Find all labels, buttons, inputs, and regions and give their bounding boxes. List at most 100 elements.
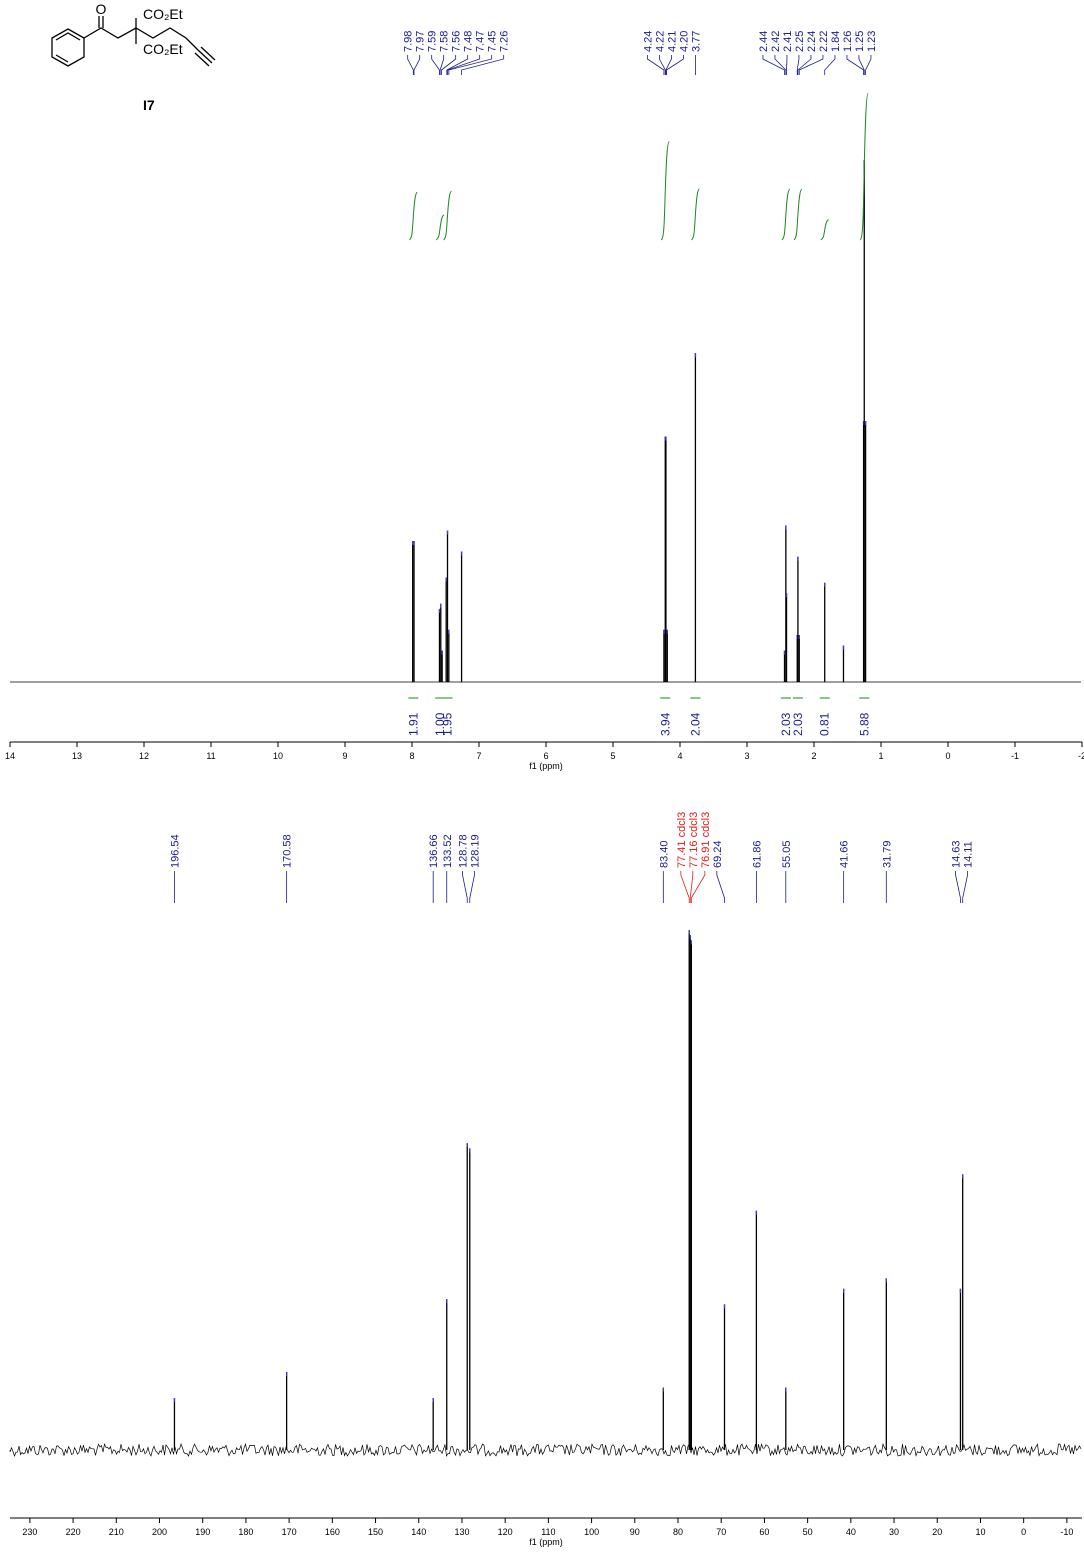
peak-label-connector <box>469 871 475 903</box>
integral-label: 2.04 <box>688 712 702 736</box>
peak-label-connector <box>461 55 505 75</box>
peak-label-connector <box>690 871 706 903</box>
integral-curve <box>781 188 791 241</box>
x-tick-label: 13 <box>72 751 82 761</box>
x-tick-label: 3 <box>744 751 749 761</box>
integral-curve <box>660 141 670 241</box>
x-tick-label: -10 <box>1060 1527 1073 1537</box>
peak-label-connector <box>796 55 800 75</box>
peak-label-connector <box>448 55 493 75</box>
alkyne-bond <box>197 49 213 64</box>
integral-curve <box>435 214 445 241</box>
peak-label-connector <box>413 55 421 75</box>
peak-label: 4.20 <box>678 31 690 52</box>
x-tick-label: 230 <box>22 1527 37 1537</box>
peak-label: 128.19 <box>470 834 482 868</box>
benzene-ring <box>51 28 85 67</box>
x-tick-label: 0 <box>1021 1527 1026 1537</box>
peak-label-connector <box>441 55 457 75</box>
peak-label-connector <box>762 55 785 75</box>
peak-label: 31.79 <box>881 840 893 868</box>
peak-label-connector <box>689 871 694 903</box>
x-tick-label: 11 <box>206 751 215 761</box>
integral-label: 1.95 <box>441 712 455 736</box>
x-tick-label: 190 <box>195 1527 210 1537</box>
peak-label: 7.56 <box>451 31 463 52</box>
peak-label-connector <box>666 55 684 75</box>
atom-label: CO₂Et <box>143 41 183 57</box>
x-axis-label: f1 (ppm) <box>529 761 563 771</box>
peak-label-connector <box>774 55 787 75</box>
x-tick-label: 110 <box>541 1527 555 1537</box>
compound-label: I7 <box>143 97 155 113</box>
peak-label-connector <box>824 55 836 75</box>
peak-label: 1.84 <box>830 31 842 52</box>
peak-label: 2.42 <box>770 31 782 52</box>
peak-label: 1.25 <box>854 31 866 52</box>
x-tick-label: 10 <box>273 751 283 761</box>
integral-curve <box>443 190 452 241</box>
peak-label: 128.78 <box>458 834 470 868</box>
x-tick-label: 14 <box>5 751 15 761</box>
integral-label: 3.94 <box>658 712 672 736</box>
ring-bond <box>55 32 81 41</box>
peak-label: 2.41 <box>782 31 794 52</box>
peak-label-connector <box>439 55 445 75</box>
peak-label: 196.54 <box>169 834 181 868</box>
alkyne-bond <box>200 46 216 61</box>
x-tick-label: 8 <box>409 751 414 761</box>
peak-label: 2.22 <box>818 31 830 52</box>
x-tick-label: 40 <box>846 1527 856 1537</box>
peak-label-connector <box>462 871 468 903</box>
integral-curve <box>408 191 418 241</box>
x-tick-label: 6 <box>543 751 548 761</box>
x-tick-label: 210 <box>109 1527 124 1537</box>
peak-label: 2.25 <box>794 31 806 52</box>
peak-label-connector <box>431 55 440 75</box>
peak-label: 7.59 <box>427 31 439 52</box>
peak-label-connector <box>447 55 481 75</box>
x-tick-label: 120 <box>498 1527 513 1537</box>
integral-label: 1.00 <box>433 712 447 736</box>
peak-label: 7.45 <box>487 31 499 52</box>
x-tick-label: 220 <box>66 1527 81 1537</box>
peak-label: 1.26 <box>842 31 854 52</box>
peak-label: 77.16 cdcl3 <box>688 812 700 868</box>
peak-label: 4.22 <box>654 31 666 52</box>
x-tick-label: 0 <box>945 751 950 761</box>
x-tick-label: 2 <box>811 751 816 761</box>
peak-label: 2.24 <box>806 31 818 52</box>
x-tick-label: 12 <box>139 751 149 761</box>
peak-label-connector <box>962 871 968 903</box>
peak-label-connector <box>665 55 672 75</box>
peak-label: 136.66 <box>428 834 440 868</box>
peak-label: 83.40 <box>658 840 670 868</box>
peak-label: 4.21 <box>666 31 678 52</box>
x-tick-label: 10 <box>975 1527 985 1537</box>
atom-label: O <box>96 1 107 17</box>
x-tick-label: 30 <box>889 1527 899 1537</box>
alkyne-bond <box>194 52 210 67</box>
peak-label-connector <box>797 55 812 75</box>
peak-label: 14.11 <box>963 841 975 868</box>
peak-label: 55.05 <box>781 840 793 868</box>
x-tick-label: 5 <box>610 751 615 761</box>
x-tick-label: 20 <box>932 1527 942 1537</box>
x-tick-label: 180 <box>238 1527 253 1537</box>
peak-label: 69.24 <box>712 840 724 868</box>
x-tick-label: 70 <box>716 1527 726 1537</box>
peak-label: 1.23 <box>866 31 878 52</box>
x-tick-label: 170 <box>282 1527 297 1537</box>
peak-label-connector <box>846 55 864 75</box>
x-tick-label: 200 <box>152 1527 167 1537</box>
peak-label: 170.58 <box>282 834 294 868</box>
x-tick-label: 60 <box>759 1527 769 1537</box>
peak-label: 7.97 <box>415 31 427 52</box>
peak-label: 3.77 <box>690 31 702 52</box>
peak-label-connector <box>647 55 665 75</box>
integral-label: 2.03 <box>791 712 805 736</box>
peak-label-connector <box>659 55 666 75</box>
integral-curve <box>859 92 869 241</box>
peak-label-connector <box>955 871 961 903</box>
x-tick-label: 90 <box>630 1527 640 1537</box>
